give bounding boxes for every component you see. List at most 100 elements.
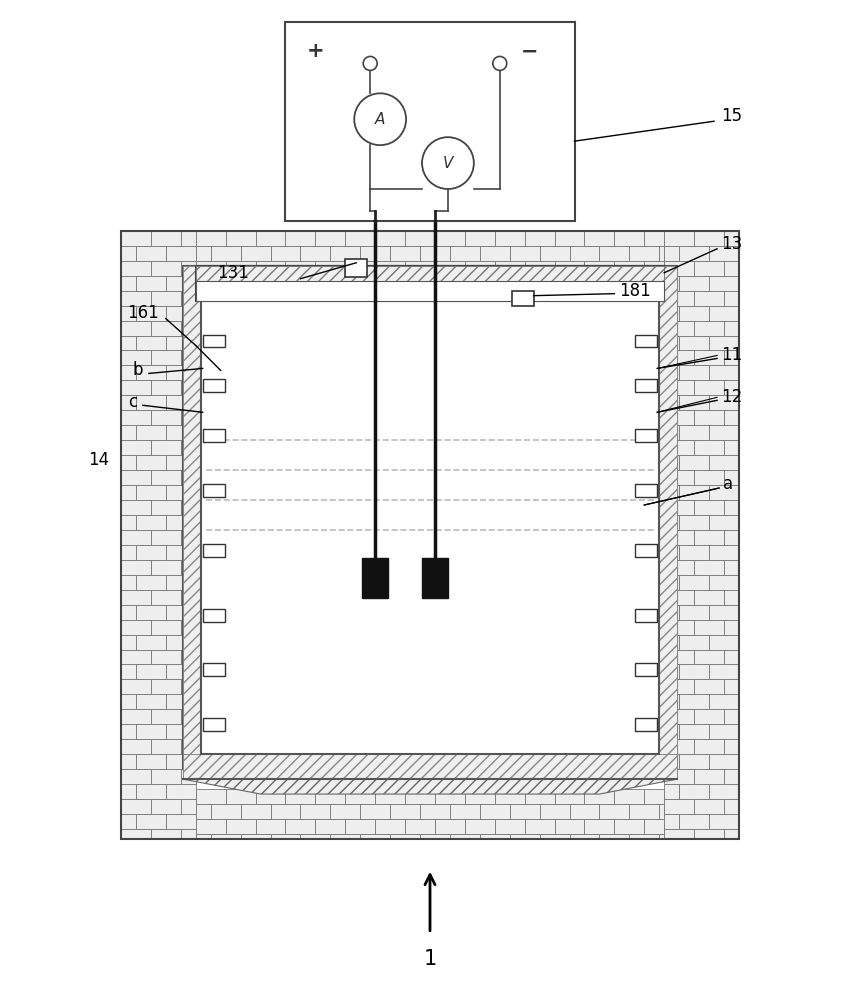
Bar — [599, 276, 630, 281]
Text: 131: 131 — [217, 264, 249, 282]
Bar — [525, 261, 555, 276]
Bar — [196, 834, 211, 839]
Bar — [121, 410, 150, 425]
Bar — [480, 834, 510, 839]
Bar — [710, 425, 739, 440]
Bar — [362, 558, 388, 598]
Bar — [121, 261, 150, 276]
Text: a: a — [723, 475, 734, 493]
Bar — [121, 380, 150, 395]
Bar — [679, 605, 709, 620]
Bar — [136, 635, 166, 650]
Bar — [724, 709, 739, 724]
Bar — [200, 266, 660, 754]
Bar — [664, 470, 694, 485]
Bar — [360, 276, 390, 281]
Bar — [710, 605, 739, 620]
Bar — [510, 276, 539, 281]
Bar — [181, 440, 196, 455]
Bar — [136, 575, 166, 590]
Bar — [710, 545, 739, 560]
Text: V: V — [443, 156, 453, 171]
Bar — [330, 804, 360, 819]
Bar — [121, 291, 150, 306]
Bar — [664, 545, 679, 560]
Bar — [196, 804, 211, 819]
Bar — [121, 784, 136, 799]
Bar — [181, 709, 196, 724]
Bar — [166, 635, 196, 650]
Bar — [166, 545, 196, 560]
Bar — [121, 246, 136, 261]
Bar — [390, 804, 420, 819]
Bar — [136, 724, 166, 739]
Bar — [136, 246, 166, 261]
Bar — [150, 261, 181, 276]
Bar — [286, 789, 316, 804]
Bar — [724, 231, 739, 246]
Bar — [420, 804, 450, 819]
Bar — [136, 694, 166, 709]
Bar — [724, 470, 739, 485]
Bar — [480, 276, 510, 281]
Bar — [345, 231, 375, 246]
Bar — [166, 485, 196, 500]
Bar — [181, 380, 196, 395]
Bar — [555, 789, 585, 804]
Bar — [644, 789, 664, 804]
Circle shape — [422, 137, 474, 189]
Bar — [679, 246, 709, 261]
Bar — [724, 321, 739, 336]
Bar — [181, 291, 196, 306]
Bar — [150, 321, 181, 336]
Bar — [271, 834, 300, 839]
Bar — [136, 336, 166, 350]
Bar — [375, 231, 405, 246]
Bar — [525, 789, 555, 804]
Circle shape — [493, 56, 507, 70]
Bar — [664, 246, 679, 261]
Bar — [694, 440, 724, 455]
Bar — [203, 663, 224, 676]
Bar — [494, 231, 525, 246]
Bar — [405, 819, 435, 834]
Bar — [375, 261, 405, 276]
Bar — [614, 789, 644, 804]
Bar — [679, 365, 709, 380]
Bar — [525, 231, 555, 246]
Bar — [150, 679, 181, 694]
Bar — [136, 425, 166, 440]
Bar — [183, 754, 677, 779]
Bar — [710, 336, 739, 350]
Bar — [710, 455, 739, 470]
Bar — [150, 650, 181, 664]
Bar — [664, 724, 679, 739]
Bar — [316, 789, 345, 804]
Bar — [664, 799, 694, 814]
Bar — [203, 429, 224, 442]
Text: c: c — [128, 393, 137, 411]
Bar — [569, 246, 599, 261]
Bar — [599, 834, 630, 839]
Bar — [136, 754, 166, 769]
Bar — [636, 484, 657, 497]
Bar — [664, 650, 694, 664]
Bar — [724, 590, 739, 605]
Bar — [166, 276, 196, 291]
Bar — [694, 261, 724, 276]
Bar — [694, 590, 724, 605]
Bar — [121, 829, 150, 839]
Bar — [525, 819, 555, 834]
Circle shape — [354, 93, 406, 145]
Bar — [345, 259, 367, 277]
Bar — [710, 306, 739, 321]
Bar — [166, 664, 196, 679]
Bar — [136, 395, 166, 410]
Bar — [664, 590, 694, 605]
Bar — [300, 246, 330, 261]
Bar — [664, 380, 694, 395]
Bar — [679, 395, 709, 410]
Bar — [679, 306, 709, 321]
Bar — [555, 819, 585, 834]
Bar — [569, 834, 599, 839]
